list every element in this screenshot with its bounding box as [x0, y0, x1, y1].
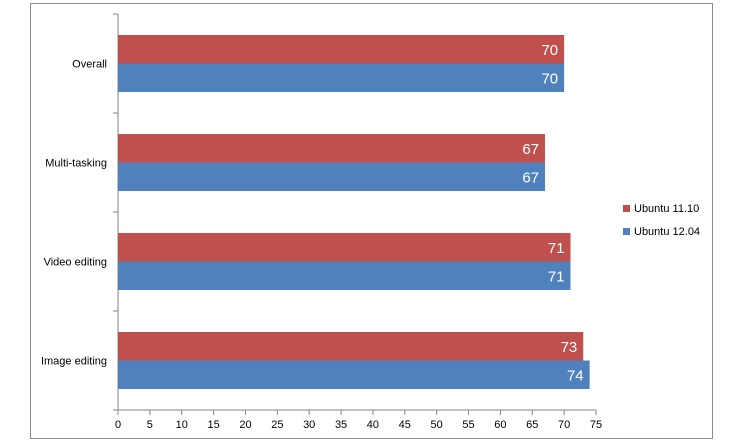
bar — [118, 261, 571, 290]
data-label: 67 — [522, 169, 539, 186]
category-label: Video editing — [44, 257, 107, 269]
x-tick-label: 50 — [431, 419, 443, 431]
x-tick-label: 15 — [207, 419, 219, 431]
legend-label: Ubuntu 12.04 — [634, 226, 700, 238]
bar — [118, 233, 571, 262]
bar — [118, 63, 565, 92]
x-tick-label: 35 — [335, 419, 347, 431]
x-tick-label: 25 — [271, 419, 283, 431]
x-tick-label: 5 — [147, 419, 153, 431]
x-tick-label: 30 — [303, 419, 315, 431]
bar — [118, 332, 584, 361]
data-label: 70 — [541, 42, 558, 59]
bar — [118, 134, 546, 163]
bar — [118, 35, 565, 64]
x-tick-label: 75 — [590, 419, 602, 431]
x-tick-label: 40 — [367, 419, 379, 431]
category-label: Multi-tasking — [45, 158, 107, 170]
x-tick-label: 60 — [494, 419, 506, 431]
category-label: Image editing — [41, 356, 107, 368]
category-label: Overall — [72, 59, 107, 71]
legend-swatch — [623, 228, 630, 235]
x-tick-label: 45 — [399, 419, 411, 431]
x-tick-label: 10 — [176, 419, 188, 431]
legend: Ubuntu 11.10 Ubuntu 12.04 — [623, 203, 700, 238]
data-label: 71 — [548, 240, 565, 257]
legend-swatch — [623, 205, 630, 212]
bar — [118, 360, 590, 389]
x-tick-label: 55 — [462, 419, 474, 431]
x-tick-label: 20 — [239, 419, 251, 431]
bars-group — [118, 35, 590, 389]
data-label: 70 — [541, 70, 558, 87]
data-label: 67 — [522, 141, 539, 158]
bar — [118, 162, 546, 191]
x-tick-label: 65 — [526, 419, 538, 431]
labels-group: Overall 70 70 Multi-tasking 67 67 Video editin… — [41, 42, 584, 385]
x-tick-label: 0 — [115, 419, 121, 431]
legend-label: Ubuntu 11.10 — [634, 203, 699, 215]
data-label: 71 — [548, 268, 565, 285]
data-label: 74 — [567, 367, 584, 384]
data-label: 73 — [561, 339, 578, 356]
x-tick-label: 70 — [558, 419, 570, 431]
